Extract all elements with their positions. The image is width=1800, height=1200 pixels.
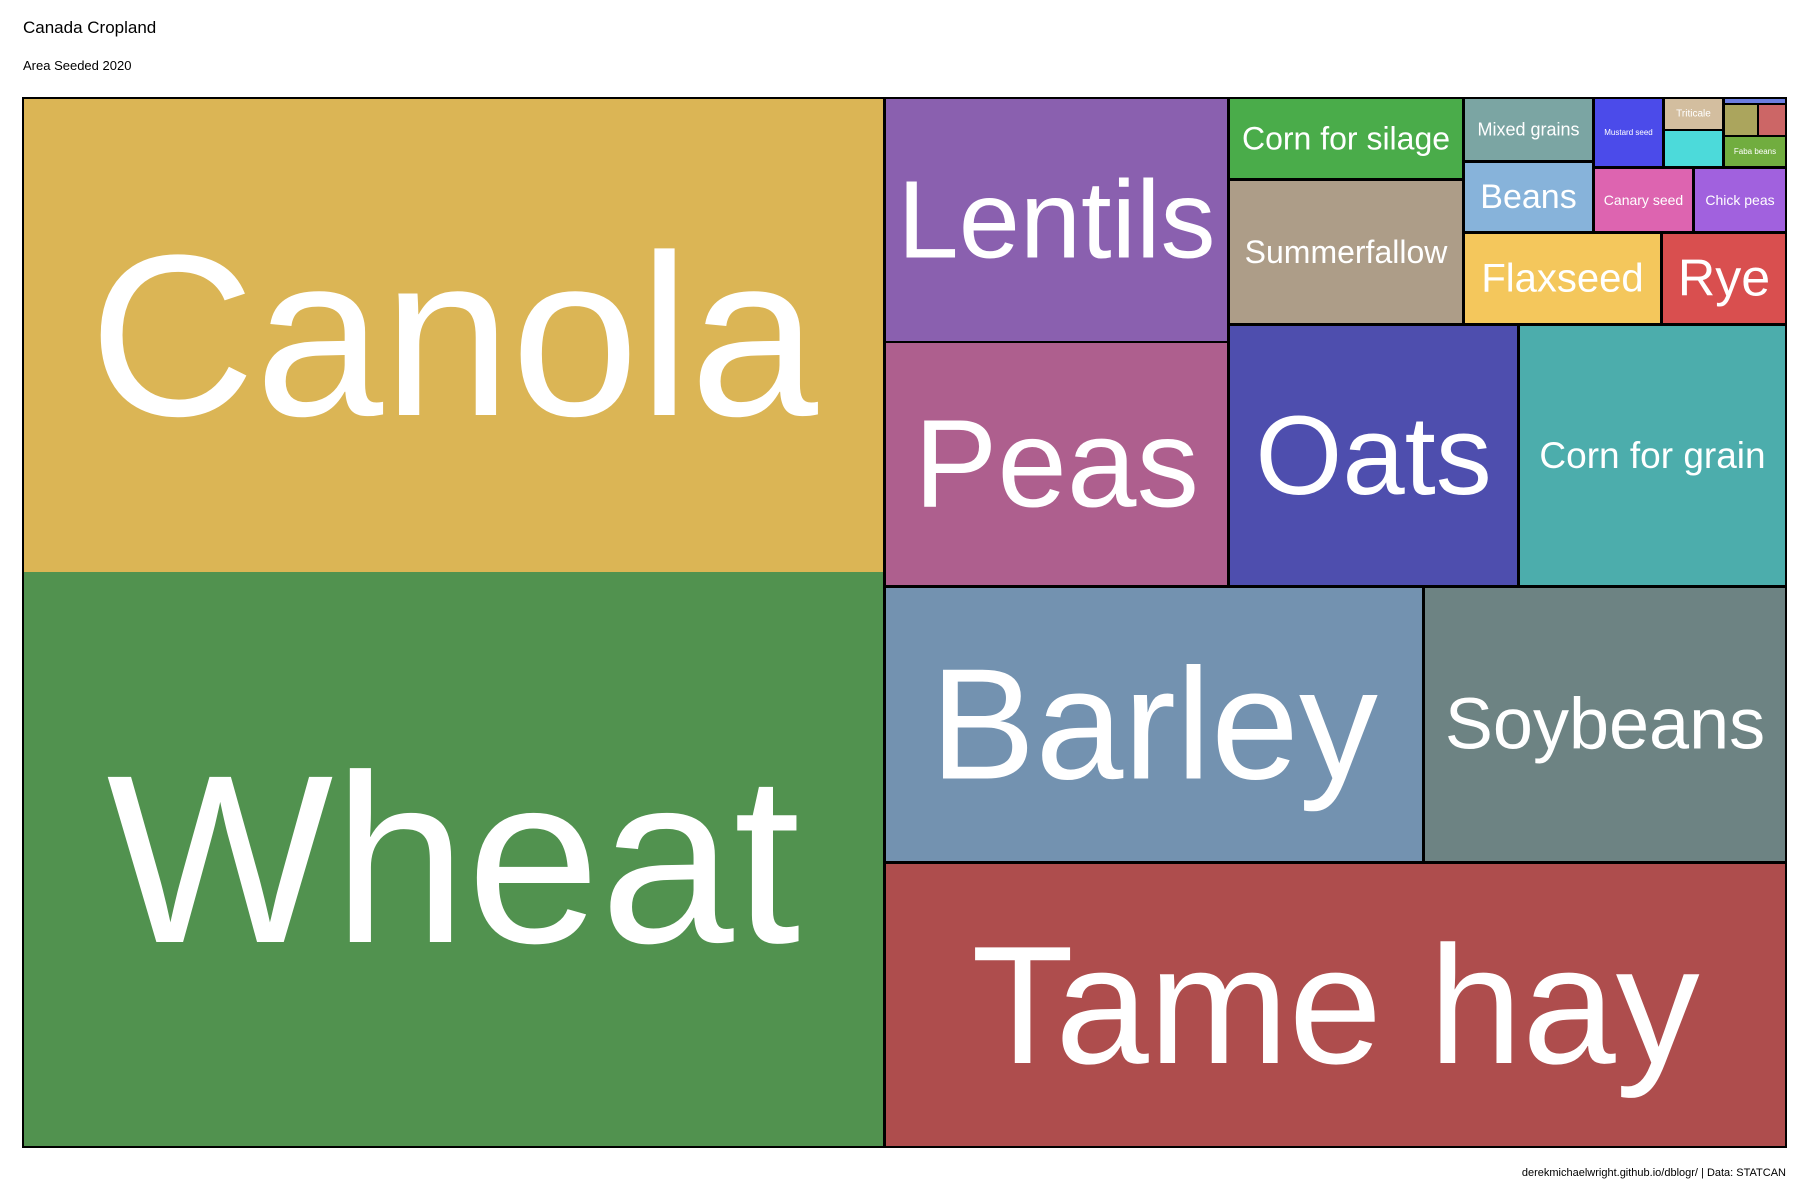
- tile-wheat: [24, 572, 883, 1146]
- tile-label-oats: Oats: [1255, 393, 1492, 518]
- chart-subtitle: Area Seeded 2020: [23, 58, 132, 73]
- tile-oats: [1230, 326, 1517, 585]
- tile-label-flaxseed: Flaxseed: [1481, 257, 1643, 301]
- tile-lentils: [886, 99, 1227, 341]
- tile-tame-hay: [886, 864, 1785, 1146]
- tile-unlabeled-12: [1665, 131, 1722, 166]
- tile-summerfallow: [1230, 181, 1462, 323]
- tile-label-beans: Beans: [1480, 178, 1576, 216]
- tile-faba-beans: [1725, 137, 1785, 166]
- tile-label-soybeans: Soybeans: [1445, 685, 1765, 765]
- tile-label-faba-beans: Faba beans: [1734, 147, 1776, 156]
- tile-canary-seed: [1595, 169, 1692, 231]
- tile-label-wheat: Wheat: [107, 725, 801, 993]
- tile-label-rye: Rye: [1678, 250, 1770, 308]
- tile-barley: [886, 588, 1422, 861]
- tile-label-mustard-seed: Mustard seed: [1604, 128, 1652, 137]
- tile-label-triticale: Triticale: [1676, 109, 1711, 120]
- tile-label-chick-peas: Chick peas: [1705, 192, 1774, 208]
- tile-label-summerfallow: Summerfallow: [1245, 234, 1449, 270]
- tile-mixed-grains: [1465, 99, 1592, 160]
- tile-label-canary-seed: Canary seed: [1604, 192, 1683, 208]
- tile-label-barley: Barley: [930, 637, 1378, 813]
- tile-flaxseed: [1465, 234, 1660, 323]
- tile-canola: [24, 99, 883, 572]
- source-caption: derekmichaelwright.github.io/dblogr/ | D…: [1521, 1167, 1786, 1179]
- tile-beans: [1465, 163, 1592, 231]
- tile-peas: [886, 343, 1227, 585]
- tile-unlabeled-23: [1725, 99, 1785, 103]
- tile-label-peas: Peas: [914, 395, 1199, 534]
- chart-title: Canada Cropland: [23, 18, 157, 37]
- tile-triticale: [1665, 99, 1722, 129]
- tile-label-lentils: Lentils: [898, 159, 1216, 282]
- tile-label-tame-hay: Tame hay: [971, 911, 1699, 1099]
- tile-label-corn-for-grain: Corn for grain: [1539, 435, 1765, 476]
- tile-label-corn-for-silage: Corn for silage: [1242, 121, 1450, 157]
- tile-label-canola: Canola: [89, 207, 818, 464]
- tile-corn-for-silage: [1230, 99, 1462, 178]
- tile-unlabeled-10: [1725, 105, 1757, 135]
- tile-soybeans: [1425, 588, 1785, 861]
- tile-mustard-seed: [1595, 99, 1662, 166]
- tile-unlabeled-11: [1759, 105, 1785, 135]
- tile-rye: [1663, 234, 1785, 323]
- tile-chick-peas: [1695, 169, 1785, 231]
- tile-label-mixed-grains: Mixed grains: [1477, 120, 1579, 140]
- tile-corn-for-grain: [1520, 326, 1785, 585]
